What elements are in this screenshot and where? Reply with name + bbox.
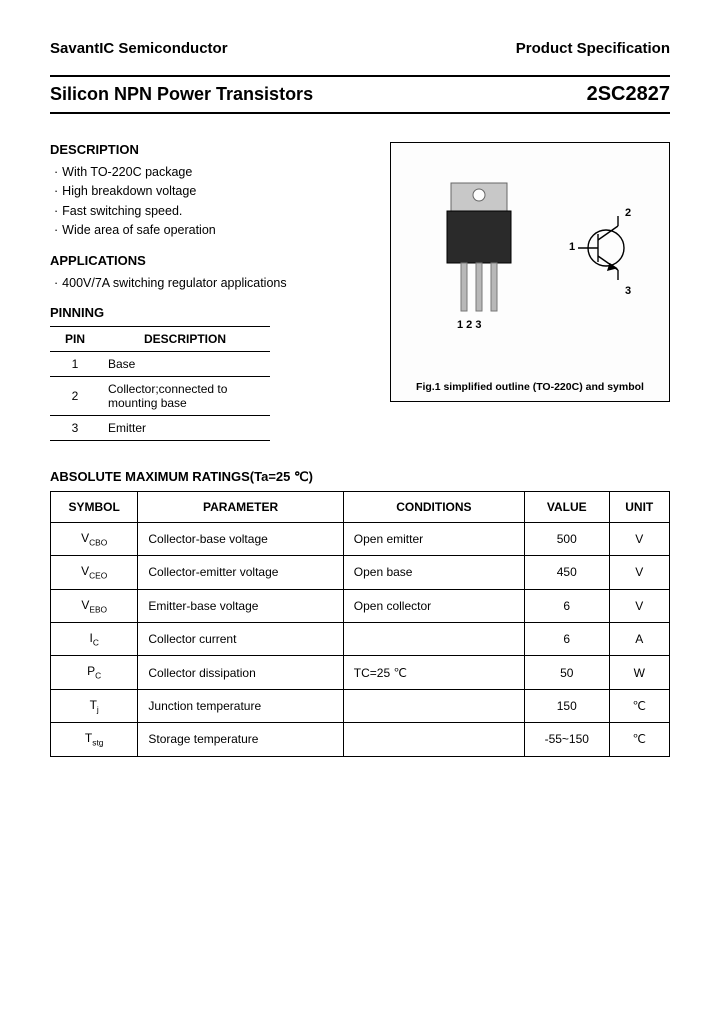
figure-caption: Fig.1 simplified outline (TO-220C) and s…	[391, 381, 669, 393]
table-row: 2 Collector;connected to mounting base	[50, 376, 270, 415]
symbol-pin-3: 3	[625, 285, 631, 297]
table-row: IC Collector current 6 A	[51, 623, 670, 656]
package-pin-labels: 1 2 3	[457, 319, 481, 331]
company-name: SavantIC Semiconductor	[50, 40, 228, 57]
col-parameter: PARAMETER	[138, 491, 343, 522]
ratings-heading: ABSOLUTE MAXIMUM RATINGS(Ta=25 ℃)	[50, 469, 670, 485]
table-row: PC Collector dissipation TC=25 ℃ 50 W	[51, 656, 670, 689]
unit-cell: W	[609, 656, 669, 689]
cond-cell	[343, 723, 524, 756]
table-row: 3 Emitter	[50, 415, 270, 440]
title-bar: Silicon NPN Power Transistors 2SC2827	[50, 75, 670, 114]
value-cell: 50	[524, 656, 609, 689]
unit-cell: V	[609, 556, 669, 589]
pin-desc: Emitter	[100, 415, 270, 440]
unit-cell: A	[609, 623, 669, 656]
pin-number: 3	[50, 415, 100, 440]
symbol-cell: Tj	[51, 689, 138, 722]
description-heading: DESCRIPTION	[50, 142, 366, 157]
bullet: 400V/7A switching regulator applications	[54, 274, 366, 293]
bullet: With TO-220C package	[54, 163, 366, 182]
param-cell: Junction temperature	[138, 689, 343, 722]
value-cell: 6	[524, 589, 609, 622]
cond-cell: TC=25 ℃	[343, 656, 524, 689]
param-cell: Emitter-base voltage	[138, 589, 343, 622]
cond-cell: Open emitter	[343, 522, 524, 555]
cond-cell	[343, 623, 524, 656]
pinning-heading: PINNING	[50, 305, 366, 320]
col-desc: DESCRIPTION	[100, 326, 270, 351]
symbol-pin-1: 1	[569, 241, 575, 253]
text-column: DESCRIPTION With TO-220C package High br…	[50, 142, 366, 441]
param-cell: Collector-emitter voltage	[138, 556, 343, 589]
table-row: Tj Junction temperature 150 ℃	[51, 689, 670, 722]
value-cell: 500	[524, 522, 609, 555]
col-conditions: CONDITIONS	[343, 491, 524, 522]
pin-number: 2	[50, 376, 100, 415]
applications-list: 400V/7A switching regulator applications	[54, 274, 366, 293]
cond-cell: Open collector	[343, 589, 524, 622]
value-cell: 450	[524, 556, 609, 589]
symbol-cell: VEBO	[51, 589, 138, 622]
col-pin: PIN	[50, 326, 100, 351]
product-family: Silicon NPN Power Transistors	[50, 84, 313, 105]
top-section: DESCRIPTION With TO-220C package High br…	[50, 142, 670, 441]
unit-cell: V	[609, 589, 669, 622]
table-row: VEBO Emitter-base voltage Open collector…	[51, 589, 670, 622]
doc-type: Product Specification	[516, 40, 670, 57]
bullet: Wide area of safe operation	[54, 221, 366, 240]
applications-heading: APPLICATIONS	[50, 253, 366, 268]
table-row: Tstg Storage temperature -55~150 ℃	[51, 723, 670, 756]
unit-cell: ℃	[609, 723, 669, 756]
bullet: Fast switching speed.	[54, 202, 366, 221]
part-number: 2SC2827	[587, 83, 670, 106]
symbol-cell: PC	[51, 656, 138, 689]
symbol-pin-2: 2	[625, 207, 631, 219]
table-row: VCEO Collector-emitter voltage Open base…	[51, 556, 670, 589]
pinning-table: PIN DESCRIPTION 1 Base 2 Collector;conne…	[50, 326, 270, 441]
cond-cell: Open base	[343, 556, 524, 589]
table-row: VCBO Collector-base voltage Open emitter…	[51, 522, 670, 555]
value-cell: 6	[524, 623, 609, 656]
col-unit: UNIT	[609, 491, 669, 522]
param-cell: Collector current	[138, 623, 343, 656]
bullet: High breakdown voltage	[54, 182, 366, 201]
package-outline-svg	[391, 143, 669, 373]
unit-cell: V	[609, 522, 669, 555]
param-cell: Storage temperature	[138, 723, 343, 756]
symbol-cell: VCBO	[51, 522, 138, 555]
table-row: 1 Base	[50, 351, 270, 376]
symbol-cell: IC	[51, 623, 138, 656]
col-value: VALUE	[524, 491, 609, 522]
symbol-cell: VCEO	[51, 556, 138, 589]
figure-box: 1 2 3 1 2 3 Fig.1 simplified outline (TO…	[390, 142, 670, 402]
symbol-cell: Tstg	[51, 723, 138, 756]
unit-cell: ℃	[609, 689, 669, 722]
description-list: With TO-220C package High breakdown volt…	[54, 163, 366, 241]
figure-column: 1 2 3 1 2 3 Fig.1 simplified outline (TO…	[390, 142, 670, 441]
param-cell: Collector dissipation	[138, 656, 343, 689]
cond-cell	[343, 689, 524, 722]
col-symbol: SYMBOL	[51, 491, 138, 522]
param-cell: Collector-base voltage	[138, 522, 343, 555]
ratings-table: SYMBOL PARAMETER CONDITIONS VALUE UNIT V…	[50, 491, 670, 757]
pin-number: 1	[50, 351, 100, 376]
page-header: SavantIC Semiconductor Product Specifica…	[50, 40, 670, 57]
table-header-row: SYMBOL PARAMETER CONDITIONS VALUE UNIT	[51, 491, 670, 522]
value-cell: 150	[524, 689, 609, 722]
pin-desc: Base	[100, 351, 270, 376]
table-header-row: PIN DESCRIPTION	[50, 326, 270, 351]
pin-desc: Collector;connected to mounting base	[100, 376, 270, 415]
value-cell: -55~150	[524, 723, 609, 756]
